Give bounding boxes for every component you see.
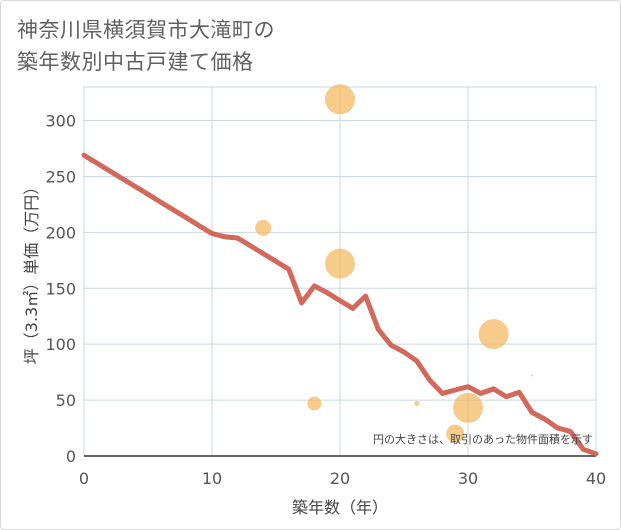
y-tick-label: 150 <box>45 279 76 298</box>
x-tick-label: 10 <box>202 469 222 488</box>
size-annotation: 円の大きさは、取引のあった物件面積を示す <box>373 432 593 446</box>
data-bubble <box>446 424 465 443</box>
data-bubble <box>453 392 483 423</box>
data-bubble <box>255 219 272 236</box>
y-tick-label: 50 <box>56 391 76 410</box>
data-bubble <box>414 400 420 406</box>
y-tick-label: 300 <box>45 112 76 131</box>
x-tick-label: 20 <box>330 469 350 488</box>
y-axis-title: 坪（3.3㎡）単価（万円） <box>22 179 41 364</box>
y-tick-label: 200 <box>45 223 76 242</box>
x-tick-label: 0 <box>79 469 89 488</box>
x-axis-title: 築年数（年） <box>292 498 388 517</box>
y-tick-label: 100 <box>45 335 76 354</box>
data-bubble <box>531 374 533 377</box>
x-tick-label: 30 <box>458 469 478 488</box>
data-bubble <box>478 319 509 350</box>
data-bubble <box>325 84 355 115</box>
data-bubble <box>325 248 355 279</box>
x-tick-label: 40 <box>586 469 606 488</box>
trend-line <box>81 152 599 457</box>
data-bubble <box>307 396 322 411</box>
chart-title: 神奈川県横須賀市大滝町の 築年数別中古戸建て価格 <box>17 14 517 78</box>
chart-title-line-1: 神奈川県横須賀市大滝町の <box>17 18 275 42</box>
y-tick-label: 250 <box>45 167 76 186</box>
chart-title-line-2: 築年数別中古戸建て価格 <box>17 50 254 74</box>
y-tick-label: 0 <box>66 447 76 466</box>
